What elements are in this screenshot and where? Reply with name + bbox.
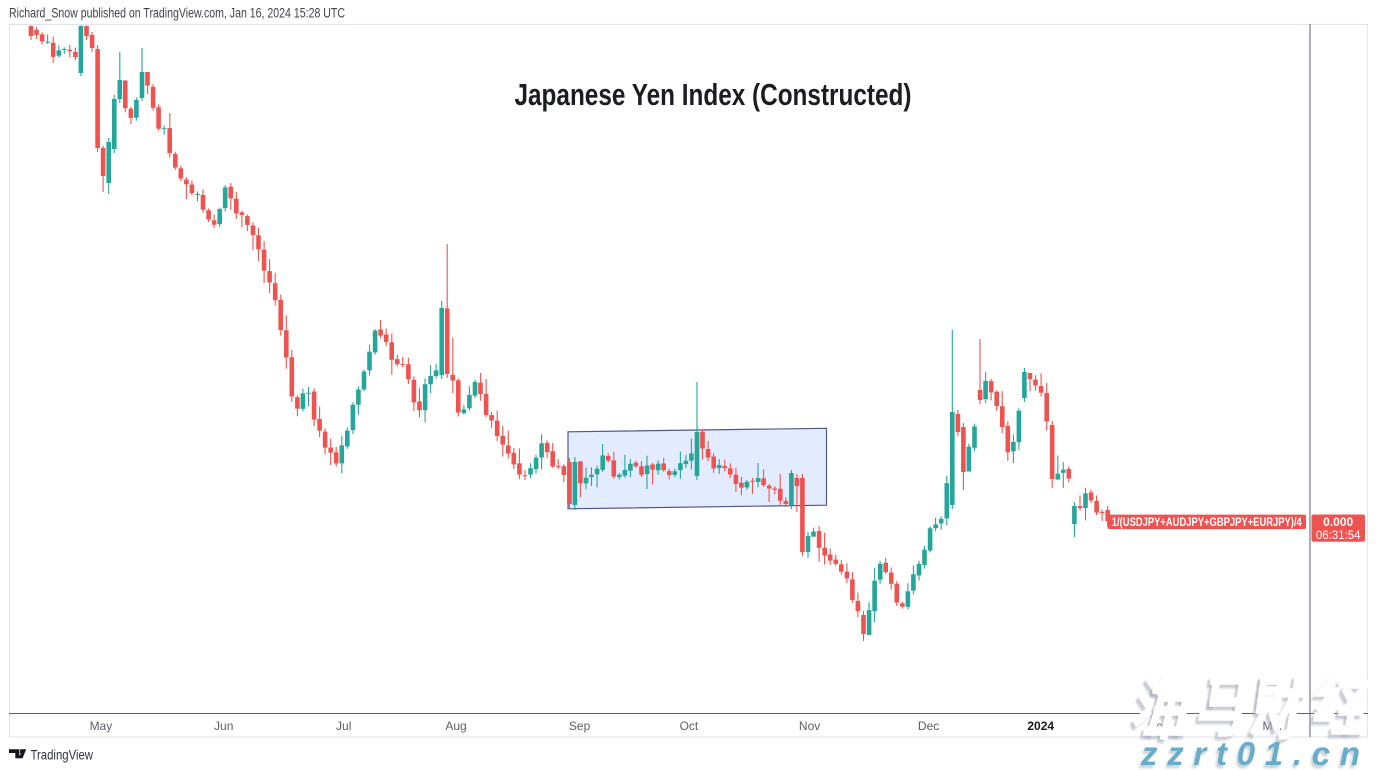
svg-text:Richard_Snow published on Trad: Richard_Snow published on TradingView.co… bbox=[9, 6, 345, 21]
svg-text:2024: 2024 bbox=[1027, 719, 1054, 733]
svg-text:Nov: Nov bbox=[799, 719, 820, 733]
svg-text:zzrt01.cn: zzrt01.cn bbox=[1140, 735, 1369, 770]
svg-text:Sep: Sep bbox=[569, 719, 591, 733]
svg-text:06:31:54: 06:31:54 bbox=[1316, 530, 1361, 542]
svg-text:Jul: Jul bbox=[336, 719, 351, 733]
svg-text:1/(USDJPY+AUDJPY+GBPJPY+EURJPY: 1/(USDJPY+AUDJPY+GBPJPY+EURJPY)/4 bbox=[1112, 517, 1302, 529]
svg-text:Dec: Dec bbox=[918, 719, 939, 733]
svg-text:Oct: Oct bbox=[680, 719, 699, 733]
svg-text:Japanese Yen Index (Constructe: Japanese Yen Index (Constructed) bbox=[515, 77, 912, 112]
svg-text:TradingView: TradingView bbox=[31, 746, 94, 762]
svg-text:May: May bbox=[90, 719, 113, 733]
svg-text:Aug: Aug bbox=[445, 719, 466, 733]
svg-text:Jun: Jun bbox=[214, 719, 233, 733]
svg-text:0.000: 0.000 bbox=[1323, 515, 1353, 529]
